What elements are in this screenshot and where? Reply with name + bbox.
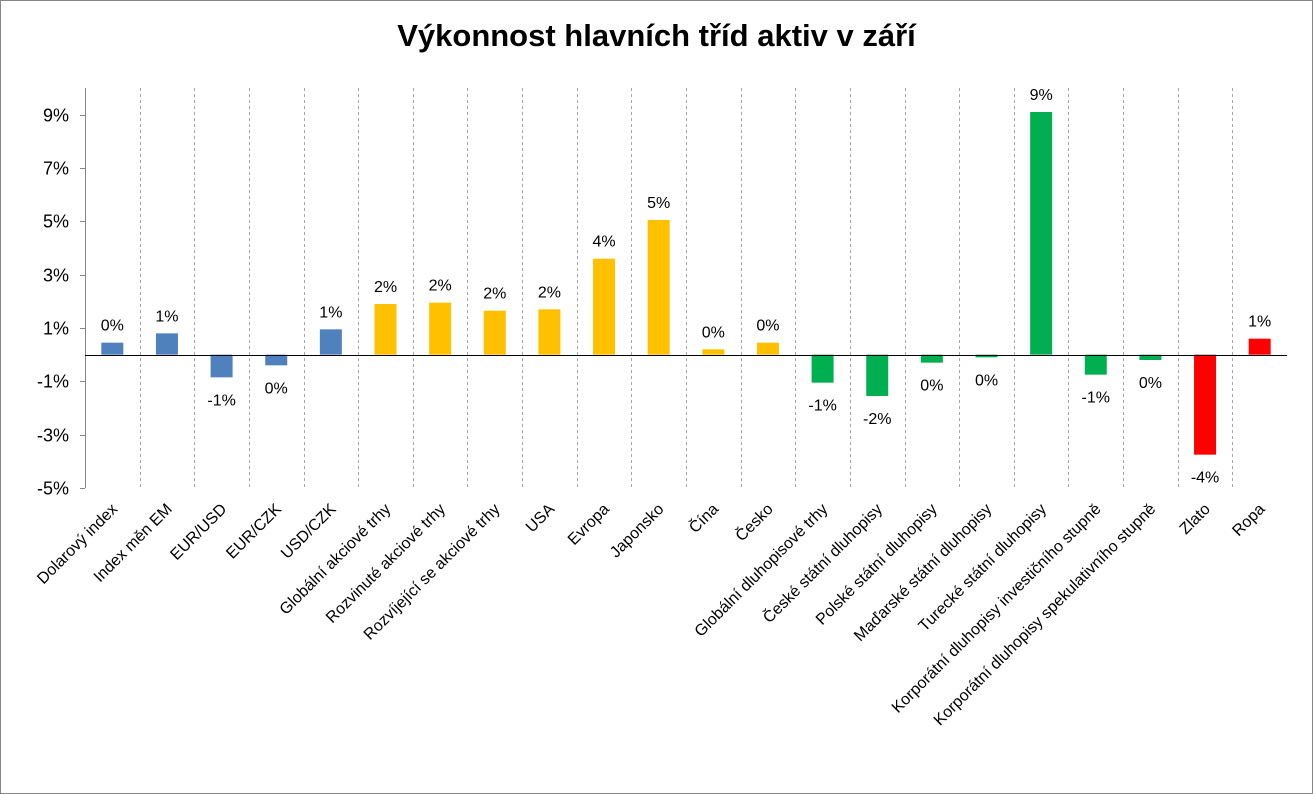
y-tick-label: -1% (37, 372, 69, 392)
y-tick-label: 9% (43, 106, 69, 126)
bar (374, 304, 397, 355)
bar (319, 329, 342, 355)
category-label: Korporátní dluhopisy investičního stupně (889, 501, 1105, 717)
category-label: USA (523, 501, 559, 537)
category-label: Ropa (1229, 501, 1268, 540)
bar (702, 349, 725, 355)
category-label: Evropa (565, 501, 613, 549)
category-label: EUR/USD (167, 501, 230, 564)
data-label: 9% (1030, 87, 1053, 104)
data-label: 0% (265, 380, 288, 397)
bar (1084, 354, 1107, 375)
bar (593, 258, 616, 355)
bar (265, 354, 288, 366)
category-label: Česko (731, 499, 777, 545)
category-label: Japonsko (607, 501, 668, 562)
bar (1030, 112, 1053, 355)
data-label: 0% (1139, 375, 1162, 392)
data-label: -4% (1191, 470, 1219, 487)
category-label: EUR/CZK (223, 501, 285, 563)
y-tick-label: -5% (37, 479, 69, 499)
data-label: 2% (538, 284, 561, 301)
chart-title: Výkonnost hlavních tříd aktiv v září (397, 18, 916, 53)
bar (647, 220, 670, 355)
y-tick-label: 1% (43, 319, 69, 339)
data-label: 0% (101, 318, 124, 335)
bar (210, 354, 233, 378)
data-label: 1% (319, 304, 342, 321)
y-tick-label: 3% (43, 266, 69, 286)
data-label: -1% (1082, 390, 1110, 407)
bar (811, 354, 834, 383)
data-label: 0% (756, 318, 779, 335)
data-label: 1% (1248, 314, 1271, 331)
bar (866, 354, 889, 396)
bar (1194, 354, 1217, 455)
data-label: 0% (975, 372, 998, 389)
data-label: 0% (702, 324, 725, 341)
data-label: 1% (155, 308, 178, 325)
bar (920, 354, 943, 363)
data-label: 2% (483, 286, 506, 303)
bar (538, 309, 561, 355)
bar (429, 302, 452, 355)
data-label: -1% (207, 392, 235, 409)
category-label: Čína (685, 499, 722, 536)
bar (1248, 338, 1271, 355)
data-label: 2% (374, 279, 397, 296)
bar (155, 333, 178, 355)
bar (483, 310, 506, 355)
bar (756, 342, 779, 355)
bar (1139, 354, 1162, 360)
data-label: 2% (429, 278, 452, 295)
category-label: Globální akciové trhy (277, 501, 395, 619)
data-label: 0% (920, 378, 943, 395)
data-label: 5% (647, 195, 670, 212)
y-tick-label: -3% (37, 426, 69, 446)
data-label: -1% (808, 398, 836, 415)
y-tick-label: 7% (43, 159, 69, 179)
category-label: Zlato (1177, 501, 1214, 538)
y-tick-label: 5% (43, 212, 69, 232)
data-label: 4% (592, 234, 615, 251)
bar (101, 342, 124, 355)
data-label: -2% (863, 411, 891, 428)
